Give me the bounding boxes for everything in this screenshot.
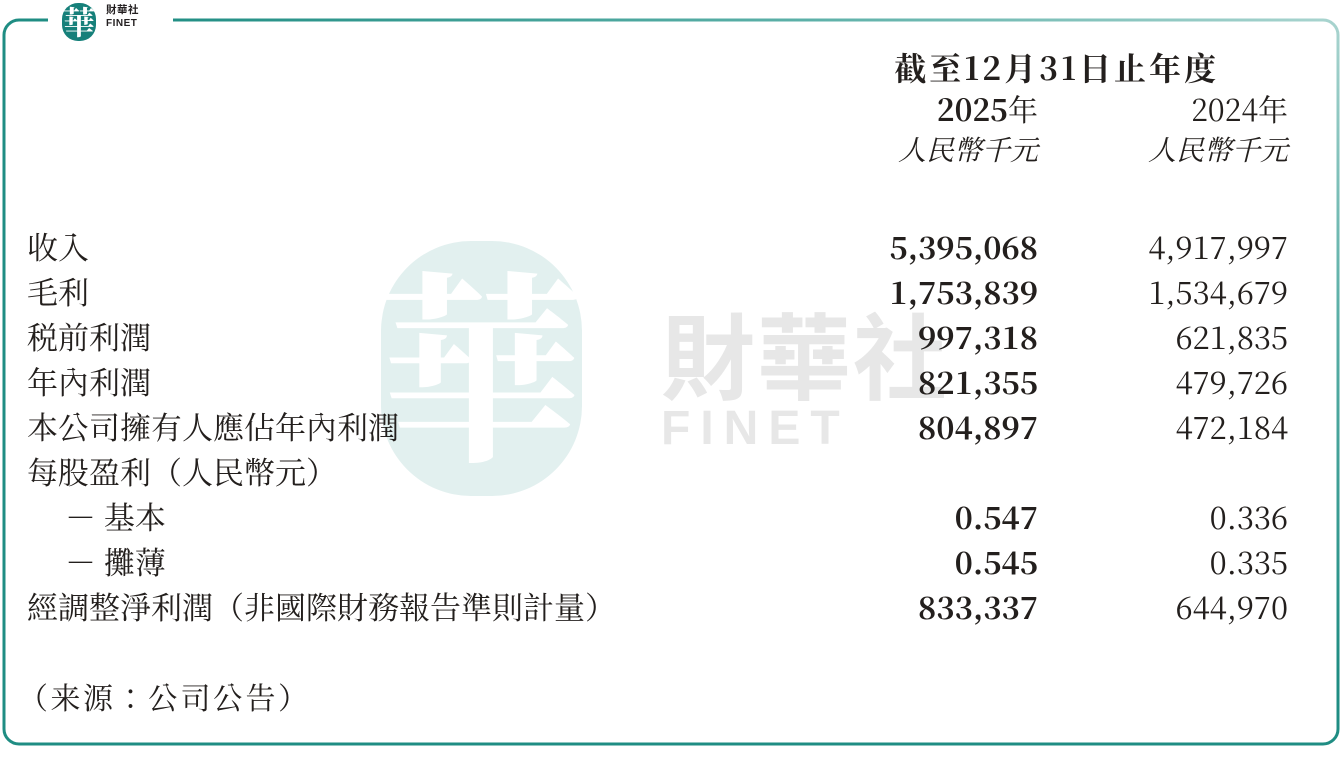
svg-text:華: 華 <box>63 2 95 42</box>
